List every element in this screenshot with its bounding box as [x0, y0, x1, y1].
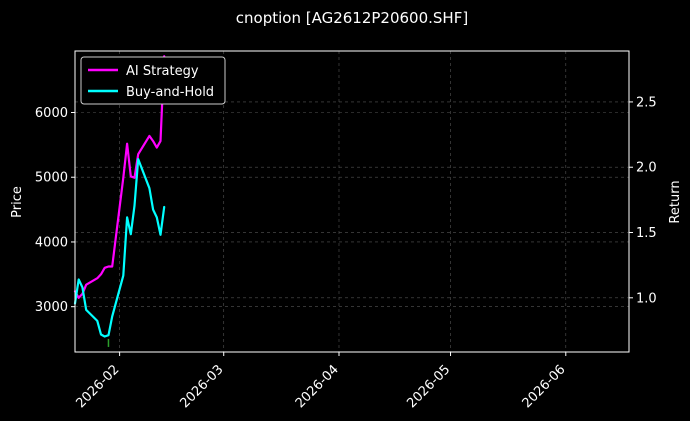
y-left-tick-label: 3000	[35, 300, 68, 315]
legend-label-buy-and-hold: Buy-and-Hold	[126, 85, 214, 100]
y-left-tick-label: 4000	[35, 235, 68, 250]
y-right-tick-label: 2.5	[636, 95, 657, 110]
y-right-tick-label: 1.0	[636, 291, 657, 306]
y-axis-right-label: Return	[668, 180, 683, 223]
y-left-tick-label: 6000	[35, 106, 68, 121]
y-right-tick-label: 2.0	[636, 161, 657, 176]
plot-layer	[73, 55, 166, 347]
y-right-tick-label: 1.5	[636, 226, 657, 241]
series-line-ai-strategy	[73, 55, 166, 299]
y-axis-left-label: Price	[10, 186, 25, 218]
series-line-buy-and-hold	[73, 158, 166, 338]
y-left-tick-label: 5000	[35, 171, 68, 186]
legend-label-ai-strategy: AI Strategy	[126, 64, 199, 79]
plot-frame	[74, 50, 630, 353]
legend: AI Strategy Buy-and-Hold	[80, 56, 226, 105]
chart-title: cnoption [AG2612P20600.SHF]	[236, 9, 468, 27]
